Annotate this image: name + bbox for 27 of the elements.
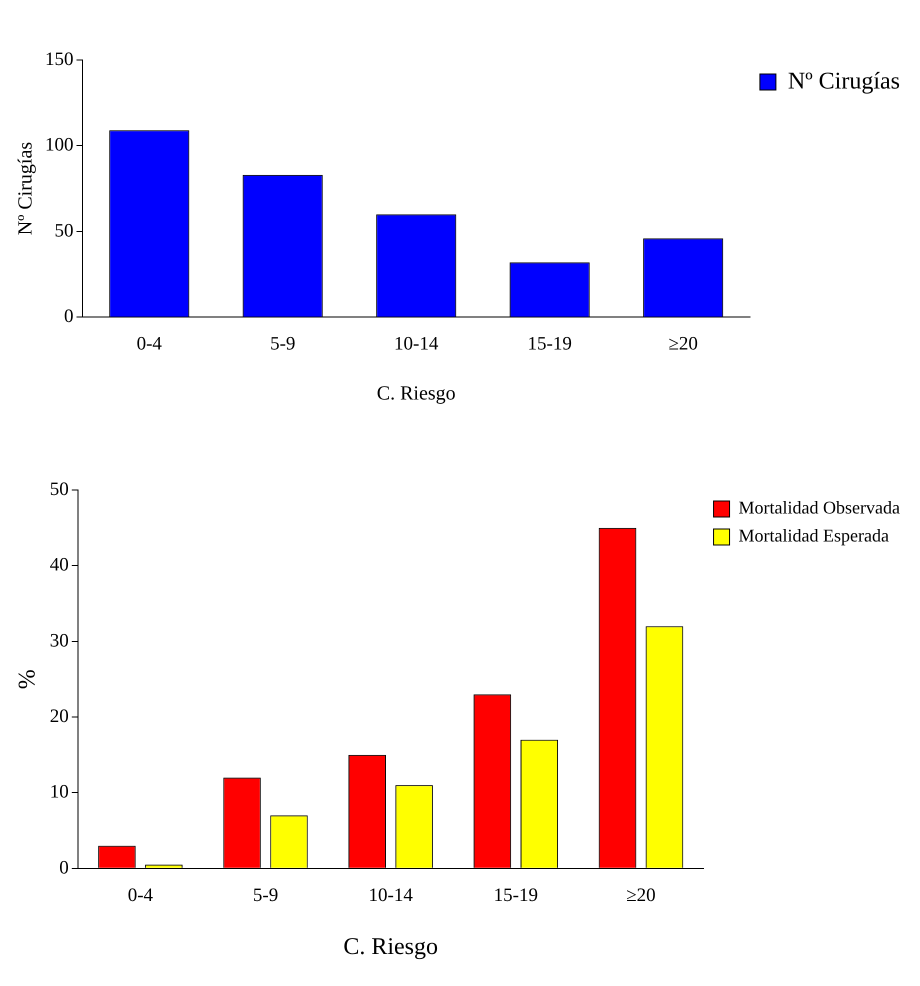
x-tick-label: 10-14: [394, 334, 439, 355]
x-tick-label: 0-4: [128, 884, 154, 906]
x-tick-label: 15-19: [528, 334, 572, 355]
legend-label: Mortalidad Observada: [738, 498, 900, 518]
y-tick-label: 50: [54, 220, 74, 242]
y-tick-label: 50: [50, 478, 69, 500]
y-tick-label: 30: [50, 630, 69, 652]
y-tick-label: 150: [45, 48, 74, 70]
x-axis-title: C. Riesgo: [376, 382, 456, 404]
x-tick-label: 5-9: [270, 334, 296, 355]
y-tick-label: 0: [64, 306, 74, 328]
x-tick-label: ≥20: [626, 884, 656, 906]
x-tick-label: ≥20: [668, 334, 698, 355]
legend-label: Nº Cirugías: [788, 68, 900, 94]
y-axis-title: Nº Cirugías: [14, 142, 36, 236]
y-tick-label: 10: [50, 782, 69, 803]
x-tick-label: 0-4: [136, 334, 162, 355]
y-axis-title: %: [14, 669, 41, 690]
x-axis-title: C. Riesgo: [343, 934, 438, 960]
x-tick-label: 5-9: [252, 884, 278, 906]
x-tick-label: 15-19: [494, 884, 538, 906]
y-tick-label: 0: [59, 857, 69, 878]
legend-label: Mortalidad Esperada: [738, 526, 890, 546]
x-tick-label: 10-14: [368, 884, 414, 906]
y-tick-label: 40: [50, 554, 69, 576]
y-tick-label: 20: [50, 706, 69, 728]
y-tick-label: 100: [45, 134, 74, 156]
